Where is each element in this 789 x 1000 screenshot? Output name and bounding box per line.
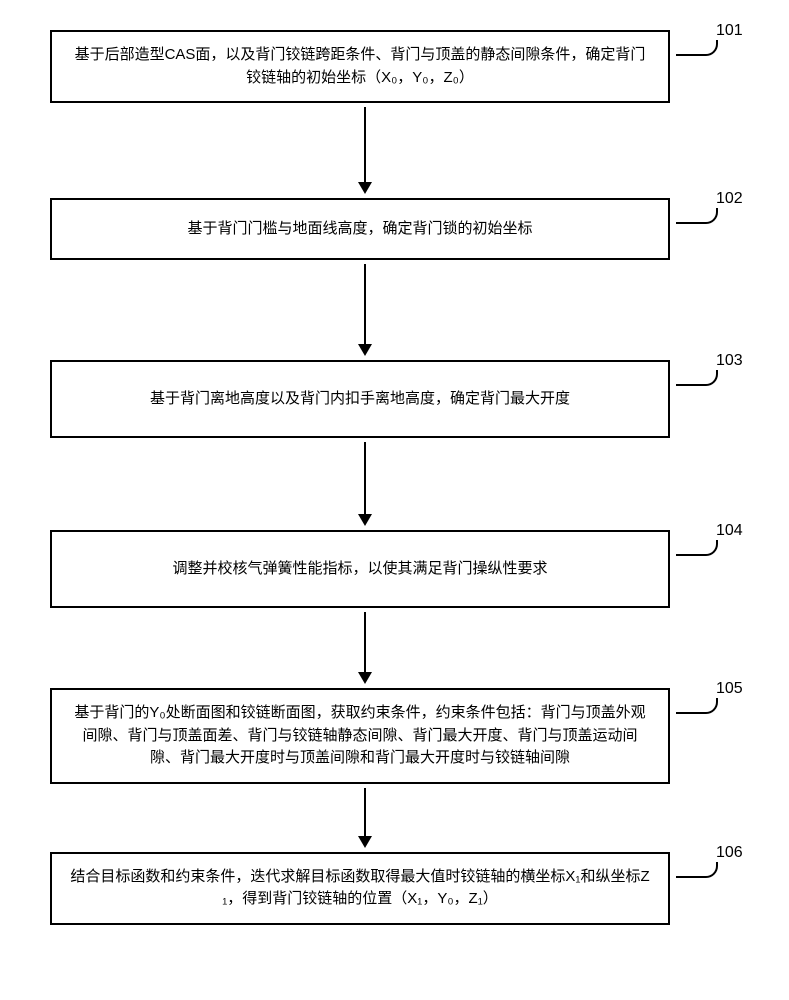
step-label-105: 105	[678, 688, 738, 718]
arrow-line	[364, 442, 366, 514]
arrow-head	[358, 182, 372, 194]
arrow-head	[358, 836, 372, 848]
step-box-106: 结合目标函数和约束条件，迭代求解目标函数取得最大值时铰链轴的横坐标X₁和纵坐标Z…	[50, 852, 670, 925]
step-row-104: 调整并校核气弹簧性能指标，以使其满足背门操纵性要求 104	[50, 530, 739, 608]
label-num-102: 102	[716, 190, 743, 208]
label-num-105: 105	[716, 680, 743, 698]
step-text-104: 调整并校核气弹簧性能指标，以使其满足背门操纵性要求	[172, 558, 547, 581]
label-connector-103	[676, 370, 718, 386]
step-text-101: 基于后部造型CAS面，以及背门铰链跨距条件、背门与顶盖的静态间隙条件，确定背门铰…	[68, 44, 652, 89]
label-connector-105	[676, 698, 718, 714]
arrow-line	[364, 107, 366, 182]
flowchart-container: 基于后部造型CAS面，以及背门铰链跨距条件、背门与顶盖的静态间隙条件，确定背门铰…	[50, 30, 739, 925]
arrow-head	[358, 672, 372, 684]
step-label-106: 106	[678, 852, 738, 882]
label-connector-106	[676, 862, 718, 878]
step-row-106: 结合目标函数和约束条件，迭代求解目标函数取得最大值时铰链轴的横坐标X₁和纵坐标Z…	[50, 852, 739, 925]
step-label-101: 101	[678, 30, 738, 60]
step-label-102: 102	[678, 198, 738, 228]
label-connector-102	[676, 208, 718, 224]
label-num-104: 104	[716, 522, 743, 540]
step-box-103: 基于背门离地高度以及背门内扣手离地高度，确定背门最大开度	[50, 360, 670, 438]
step-row-103: 基于背门离地高度以及背门内扣手离地高度，确定背门最大开度 103	[50, 360, 739, 438]
step-box-102: 基于背门门槛与地面线高度，确定背门锁的初始坐标	[50, 198, 670, 260]
step-text-105: 基于背门的Y₀处断面图和铰链断面图，获取约束条件，约束条件包括：背门与顶盖外观间…	[68, 702, 652, 770]
arrow-line	[364, 612, 366, 672]
step-row-102: 基于背门门槛与地面线高度，确定背门锁的初始坐标 102	[50, 198, 739, 260]
arrow-line	[364, 788, 366, 836]
step-box-105: 基于背门的Y₀处断面图和铰链断面图，获取约束条件，约束条件包括：背门与顶盖外观间…	[50, 688, 670, 784]
arrow-head	[358, 514, 372, 526]
label-num-106: 106	[716, 844, 743, 862]
label-num-103: 103	[716, 352, 743, 370]
arrow-104-105	[358, 612, 372, 684]
step-box-104: 调整并校核气弹簧性能指标，以使其满足背门操纵性要求	[50, 530, 670, 608]
step-label-103: 103	[678, 360, 738, 390]
arrow-101-102	[358, 107, 372, 194]
step-text-106: 结合目标函数和约束条件，迭代求解目标函数取得最大值时铰链轴的横坐标X₁和纵坐标Z…	[68, 866, 652, 911]
arrow-102-103	[358, 264, 372, 356]
arrow-line	[364, 264, 366, 344]
step-row-101: 基于后部造型CAS面，以及背门铰链跨距条件、背门与顶盖的静态间隙条件，确定背门铰…	[50, 30, 739, 103]
label-connector-101	[676, 40, 718, 56]
arrow-103-104	[358, 442, 372, 526]
step-label-104: 104	[678, 530, 738, 560]
arrow-head	[358, 344, 372, 356]
label-num-101: 101	[716, 22, 743, 40]
step-text-103: 基于背门离地高度以及背门内扣手离地高度，确定背门最大开度	[150, 388, 570, 411]
label-connector-104	[676, 540, 718, 556]
arrow-105-106	[358, 788, 372, 848]
step-row-105: 基于背门的Y₀处断面图和铰链断面图，获取约束条件，约束条件包括：背门与顶盖外观间…	[50, 688, 739, 784]
step-box-101: 基于后部造型CAS面，以及背门铰链跨距条件、背门与顶盖的静态间隙条件，确定背门铰…	[50, 30, 670, 103]
step-text-102: 基于背门门槛与地面线高度，确定背门锁的初始坐标	[187, 218, 532, 241]
